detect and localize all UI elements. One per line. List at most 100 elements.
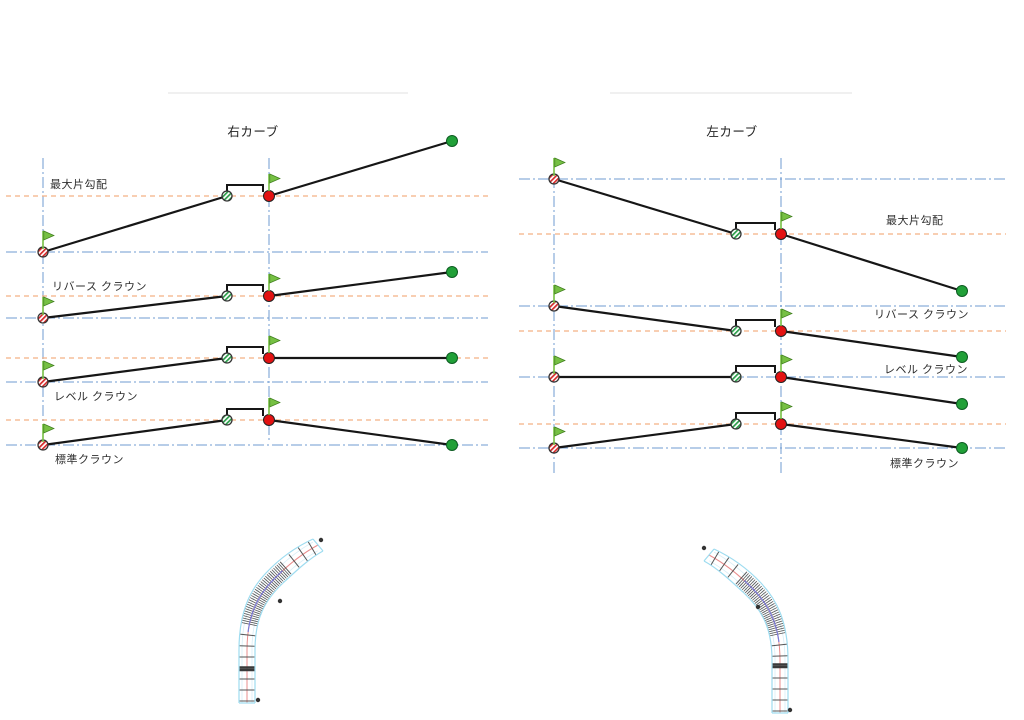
row-label-reverse-crown-left: リバース クラウン: [874, 309, 970, 321]
section-tick: [297, 547, 308, 562]
transition-segment: [41, 194, 229, 254]
crown-station-marker: [221, 190, 233, 202]
pivot-station-marker: [775, 325, 787, 337]
flag-icon: [269, 273, 281, 284]
road-end-cap: [312, 538, 324, 552]
panel-title-left-curve: 左カーブ: [706, 125, 758, 139]
station-mark: [755, 604, 761, 610]
section-tick: [737, 573, 749, 586]
step-bracket: [735, 222, 776, 230]
flag-icon: [781, 211, 793, 222]
transition-segment: [41, 418, 229, 447]
section-tick: [239, 633, 256, 637]
transition-segment: [779, 422, 964, 450]
row-label-level-crown-right: レベル クラウン: [54, 391, 139, 403]
road-edge-line: [713, 548, 789, 713]
superelevation-panel-right-curve: [6, 92, 488, 451]
station-mark: [787, 707, 793, 713]
transition-segment: [552, 304, 738, 333]
flag-icon: [43, 423, 55, 434]
station-mark: [255, 697, 261, 703]
flag-icon: [554, 284, 566, 295]
step-bracket: [735, 319, 776, 327]
crown-station-marker: [730, 371, 742, 383]
road-end-cap: [703, 548, 715, 562]
crown-station-marker: [221, 290, 233, 302]
road-edge-line: [254, 550, 324, 703]
transition-segment: [41, 356, 229, 384]
step-bracket: [226, 284, 264, 292]
flag-icon: [781, 308, 793, 319]
end-station-marker: [446, 135, 458, 147]
step-bracket: [226, 408, 264, 416]
crown-station-marker: [221, 414, 233, 426]
pivot-station-marker: [263, 414, 275, 426]
transition-segment: [267, 418, 454, 447]
flag-icon: [554, 157, 566, 168]
alignment-plan-left-curve-plan: [701, 545, 793, 714]
pivot-station-marker: [263, 290, 275, 302]
pivot-station-marker: [263, 190, 275, 202]
section-tick: [771, 643, 788, 647]
transition-segment: [779, 232, 964, 293]
flag-icon: [43, 230, 55, 241]
transition-segment: [779, 375, 964, 406]
transition-segment: [41, 294, 229, 320]
crown-station-marker: [221, 352, 233, 364]
step-bracket: [226, 184, 264, 192]
curve-centerline: [744, 580, 780, 643]
section-tick: [278, 563, 290, 576]
crown-station-marker: [730, 228, 742, 240]
transition-segment: [267, 139, 454, 198]
row-label-normal-crown-left: 標準クラウン: [890, 458, 959, 470]
station-mark: [701, 545, 707, 551]
end-station-marker: [956, 442, 968, 454]
transition-segment: [552, 177, 738, 236]
row-label-reverse-crown-right: リバース クラウン: [52, 281, 148, 293]
flag-icon: [781, 401, 793, 412]
road-edge-line: [238, 538, 314, 703]
section-tick: [307, 541, 317, 556]
flag-icon: [554, 426, 566, 437]
pivot-station-marker: [775, 371, 787, 383]
section-tick: [735, 571, 748, 585]
pivot-station-marker: [775, 228, 787, 240]
section-tick: [279, 561, 292, 575]
row-label-max-superelevation-right: 最大片勾配: [50, 179, 108, 191]
crown-station-marker: [730, 325, 742, 337]
row-label-level-crown-left: レベル クラウン: [884, 364, 969, 376]
end-station-marker: [956, 351, 968, 363]
transition-segment: [267, 270, 454, 298]
end-station-marker: [956, 285, 968, 297]
section-tick: [710, 551, 720, 566]
pivot-station-marker: [263, 352, 275, 364]
superelevation-panel-left-curve: [519, 92, 1006, 473]
end-station-marker: [446, 439, 458, 451]
panel-title-right-curve: 右カーブ: [227, 125, 279, 139]
step-bracket: [226, 346, 264, 354]
flag-icon: [43, 360, 55, 371]
crown-station-marker: [730, 418, 742, 430]
station-mark: [318, 537, 324, 543]
pivot-station-marker: [775, 418, 787, 430]
flag-icon: [269, 335, 281, 346]
alignment-plan-right-curve-plan: [238, 537, 324, 704]
flag-icon: [781, 354, 793, 365]
flag-icon: [554, 355, 566, 366]
row-label-max-superelevation-left: 最大片勾配: [886, 215, 944, 227]
flag-icon: [269, 173, 281, 184]
step-bracket: [735, 412, 776, 420]
curve-centerline: [247, 570, 283, 633]
end-station-marker: [446, 352, 458, 364]
transition-segment: [779, 329, 964, 359]
flag-icon: [43, 296, 55, 307]
end-station-marker: [446, 266, 458, 278]
flag-icon: [269, 397, 281, 408]
row-label-normal-crown-right: 標準クラウン: [55, 454, 124, 466]
section-tick: [727, 564, 739, 578]
end-station-marker: [956, 398, 968, 410]
step-bracket: [735, 365, 776, 373]
road-edge-line: [703, 560, 773, 713]
